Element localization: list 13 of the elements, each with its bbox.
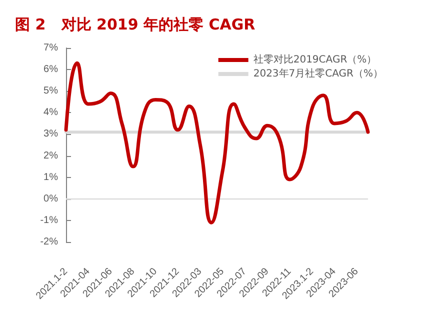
legend-label: 社零对比2019CAGR（%） (253, 54, 377, 66)
y-tick-label: 3% (44, 128, 58, 140)
y-tick-label: -2% (40, 236, 58, 248)
y-tick-label: 4% (44, 107, 58, 118)
y-tick-label: 0% (44, 193, 58, 204)
legend-label: 2023年7月社零CAGR（%） (253, 68, 384, 80)
y-tick-label: 2% (44, 150, 58, 162)
y-tick-label: 1% (44, 172, 58, 183)
chart-title: 图 2 对比 2019 年的社零 CAGR (15, 16, 256, 34)
y-tick-label: 6% (44, 64, 58, 76)
y-tick-label: 5% (44, 86, 58, 97)
y-tick-label: -1% (40, 214, 58, 226)
y-tick-label: 7% (44, 42, 58, 54)
